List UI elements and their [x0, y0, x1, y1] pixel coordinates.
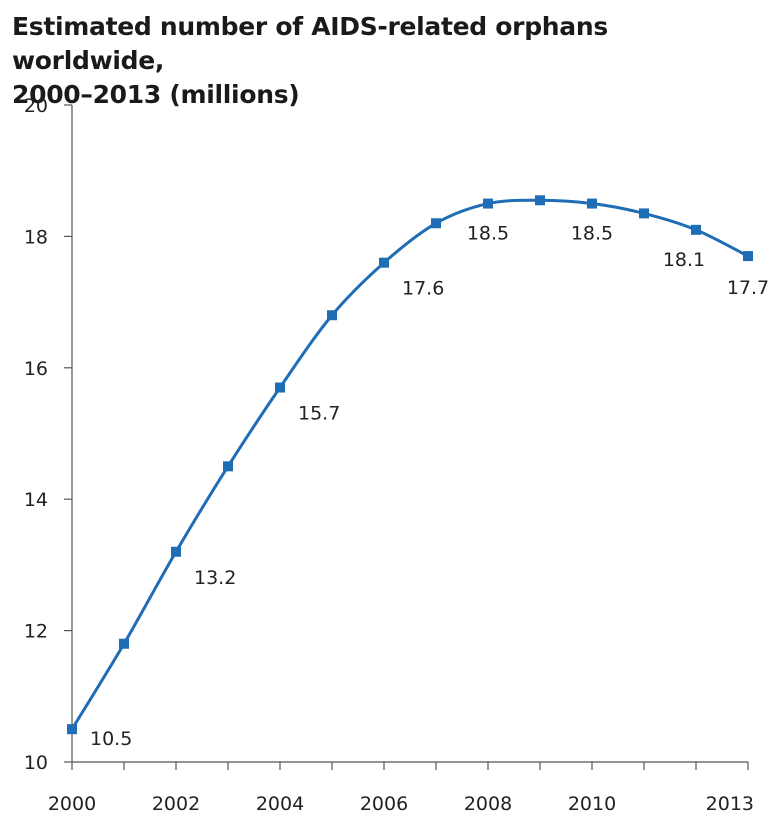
data-point-marker [431, 218, 441, 229]
x-tick-label: 2000 [48, 793, 96, 815]
data-point-marker [119, 638, 129, 649]
data-label: 10.5 [90, 728, 132, 750]
x-tick-label: 2006 [360, 793, 408, 815]
y-tick-label: 20 [24, 95, 48, 117]
data-point-marker [743, 251, 753, 262]
data-labels: 10.5 13.2 15.7 17.6 18.5 18.5 18.1 17.7 [90, 223, 769, 751]
data-point-marker [171, 546, 181, 557]
data-point-marker [587, 198, 597, 209]
y-tick-label: 16 [24, 358, 48, 380]
y-tick-label: 14 [24, 489, 48, 511]
data-label: 18.5 [467, 223, 509, 245]
data-point-marker [691, 224, 701, 235]
x-tick-label: 2013 [706, 793, 754, 815]
data-point-marker [639, 208, 649, 219]
data-point-marker [67, 724, 77, 735]
series-line-group [67, 195, 753, 735]
x-tick-label: 2008 [464, 793, 512, 815]
data-point-marker [275, 382, 285, 393]
chart-title-line-2: 2000–2013 (millions) [12, 80, 300, 109]
chart-title-line-1: Estimated number of AIDS-related orphans… [12, 12, 608, 75]
data-point-marker [483, 198, 493, 209]
data-label: 13.2 [194, 567, 236, 589]
data-label: 18.1 [663, 249, 705, 271]
data-point-marker [327, 310, 337, 321]
data-point-marker [223, 461, 233, 472]
y-axis: 10 12 14 16 18 20 [24, 95, 73, 774]
x-tick-label: 2010 [568, 793, 616, 815]
x-tick-label: 2004 [256, 793, 304, 815]
chart-title: Estimated number of AIDS-related orphans… [12, 10, 762, 112]
data-point-marker [379, 257, 389, 268]
data-point-marker [535, 195, 545, 206]
data-label: 18.5 [571, 223, 613, 245]
x-axis: 2000 2002 2004 2006 2008 2010 2013 [48, 761, 754, 815]
y-tick-label: 10 [24, 752, 48, 774]
data-label: 15.7 [298, 403, 340, 425]
y-tick-label: 18 [24, 226, 48, 248]
data-label: 17.6 [402, 278, 444, 300]
x-tick-label: 2002 [152, 793, 200, 815]
data-label: 17.7 [727, 277, 769, 299]
y-tick-label: 12 [24, 621, 48, 643]
